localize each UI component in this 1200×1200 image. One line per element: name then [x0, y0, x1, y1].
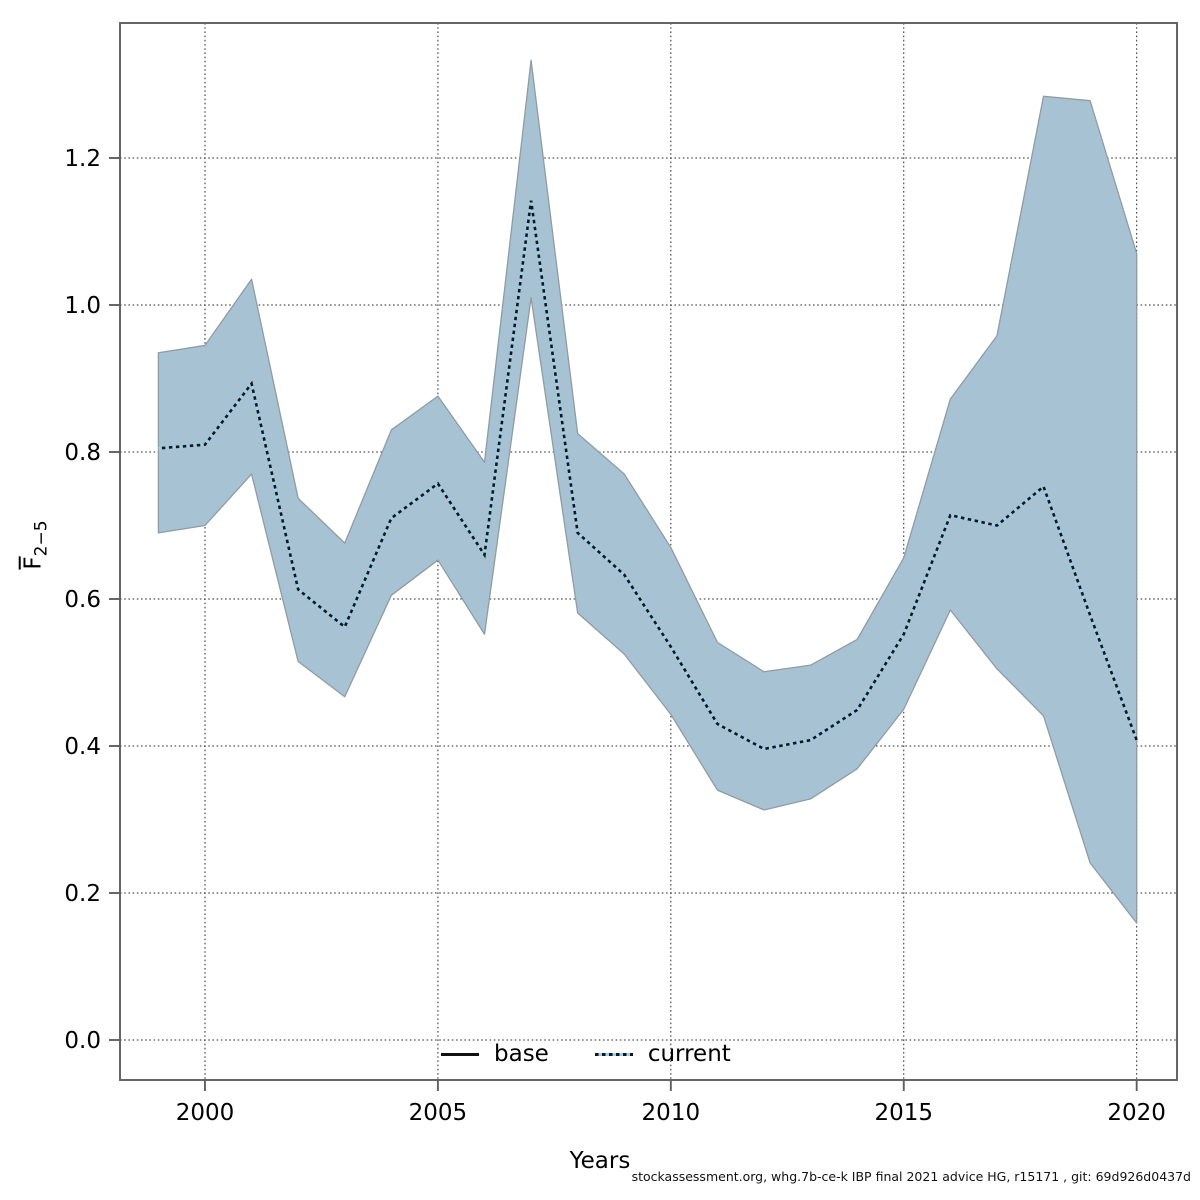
legend-key-base-line [441, 1052, 479, 1056]
y-tick-label-1.2: 1.2 [64, 146, 101, 172]
y-tick-label-0.2: 0.2 [64, 881, 101, 907]
y-axis-title-subscript: 2−5 [31, 520, 52, 557]
current-line [158, 200, 1138, 751]
current-line-underlay [158, 200, 1138, 751]
legend-label-current: current [647, 1041, 731, 1067]
x-tick-label-2015: 2015 [874, 1100, 933, 1126]
plot-frame [119, 22, 1178, 1081]
y-tick-label-0.6: 0.6 [64, 587, 101, 613]
x-axis-title: Years [569, 1148, 631, 1174]
source-caption: stockassessment.org, whg.7b-ce-k IBP fin… [631, 1169, 1191, 1184]
x-tick-label-2020: 2020 [1107, 1100, 1166, 1126]
x-tick-label-2010: 2010 [642, 1100, 701, 1126]
legend: base current [441, 1041, 777, 1067]
y-tick-label-1.0: 1.0 [64, 293, 101, 319]
legend-key-current-line [594, 1052, 633, 1056]
x-tick-label-2005: 2005 [409, 1100, 468, 1126]
legend-item-current: current [594, 1041, 731, 1067]
legend-label-base: base [494, 1041, 549, 1067]
confidence-band [157, 59, 1138, 924]
y-tick-label-0.4: 0.4 [64, 734, 101, 760]
legend-item-base: base [441, 1041, 549, 1067]
y-axis-title-symbol: F [20, 556, 47, 570]
y-tick-label-0.8: 0.8 [64, 440, 101, 466]
x-tick-label-2000: 2000 [176, 1100, 235, 1126]
y-tick-label-0.0: 0.0 [64, 1028, 101, 1054]
y-axis-title: F2−5 [21, 520, 52, 569]
